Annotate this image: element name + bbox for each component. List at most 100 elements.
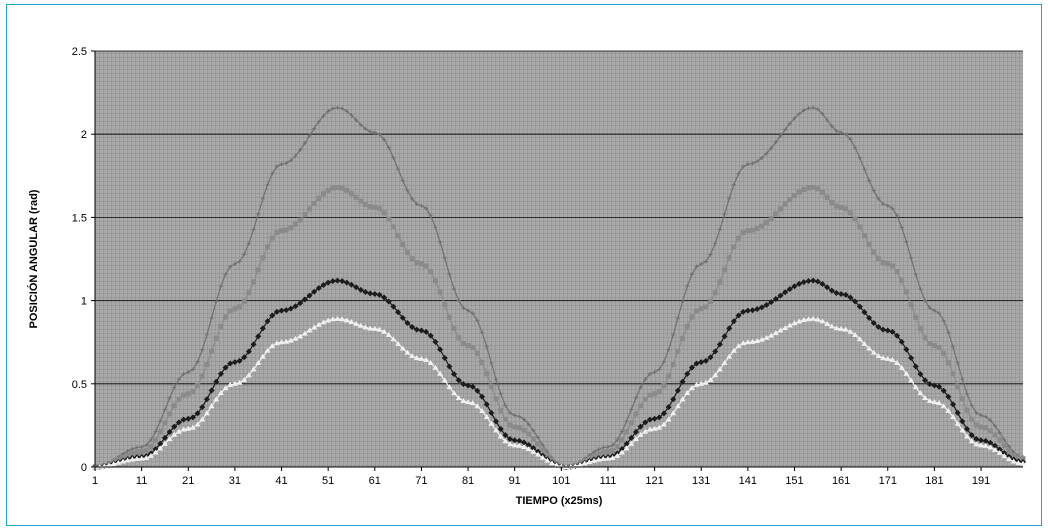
- square-marker: [502, 416, 508, 422]
- triangle-marker: [549, 460, 556, 466]
- triangle-marker: [497, 433, 504, 439]
- triangle-marker: [175, 428, 182, 434]
- diamond-marker: [381, 294, 388, 301]
- diamond-marker: [455, 377, 462, 384]
- diamond-marker: [451, 371, 458, 378]
- triangle-marker: [600, 455, 607, 461]
- triangle-marker: [325, 317, 332, 323]
- diamond-marker: [772, 295, 779, 302]
- diamond-marker: [702, 357, 709, 364]
- triangle-marker: [399, 345, 406, 351]
- plus-marker: [344, 109, 349, 114]
- square-marker: [171, 403, 177, 409]
- square-marker: [908, 302, 914, 308]
- plus-marker: [913, 272, 918, 277]
- square-marker: [694, 308, 700, 314]
- diamond-marker: [707, 354, 714, 361]
- triangle-marker: [754, 338, 761, 344]
- plus-marker: [531, 428, 536, 433]
- square-marker: [829, 199, 835, 205]
- diamond-marker: [325, 279, 332, 286]
- diamond-marker: [390, 303, 397, 310]
- diamond-marker: [175, 419, 182, 426]
- square-marker: [316, 195, 322, 201]
- plus-marker: [466, 308, 471, 313]
- square-marker: [390, 224, 396, 230]
- square-marker: [1015, 455, 1021, 461]
- square-marker: [293, 221, 299, 227]
- diamond-marker: [637, 423, 644, 430]
- x-tick-label: 141: [739, 475, 757, 487]
- square-marker: [223, 314, 229, 320]
- square-marker: [712, 290, 718, 296]
- diamond-marker: [227, 360, 234, 367]
- triangle-marker: [623, 445, 630, 451]
- triangle-marker: [590, 457, 597, 463]
- plus-marker: [288, 158, 293, 163]
- plus-marker: [806, 106, 811, 111]
- plus-marker: [260, 196, 265, 201]
- square-marker: [423, 263, 429, 269]
- square-marker: [819, 189, 825, 195]
- diamond-marker: [945, 393, 952, 400]
- diamond-marker: [730, 318, 737, 325]
- plus-marker: [736, 171, 741, 176]
- diamond-marker: [884, 327, 891, 334]
- diamond-marker: [973, 436, 980, 443]
- plus-marker: [1007, 444, 1012, 449]
- triangle-marker: [278, 339, 285, 345]
- diamond-marker: [437, 346, 444, 353]
- diamond-marker: [950, 401, 957, 408]
- square-marker: [880, 260, 886, 266]
- diamond-marker: [479, 393, 486, 400]
- plus-marker: [843, 132, 848, 137]
- plus-marker: [363, 126, 368, 131]
- triangle-marker: [535, 451, 542, 457]
- plus-marker: [974, 410, 979, 415]
- triangle-marker: [516, 442, 523, 448]
- diamond-marker: [320, 282, 327, 289]
- diamond-marker: [311, 288, 318, 295]
- triangle-marker: [884, 355, 891, 361]
- triangle-marker: [796, 318, 803, 324]
- triangle-marker: [301, 330, 308, 336]
- triangle-marker: [730, 347, 737, 353]
- triangle-marker: [777, 327, 784, 333]
- square-marker: [624, 429, 630, 435]
- triangle-marker: [493, 427, 500, 433]
- triangle-marker: [441, 377, 448, 383]
- diamond-marker: [348, 281, 355, 288]
- plus-marker: [825, 118, 830, 123]
- square-marker: [959, 396, 965, 402]
- triangle-marker: [936, 400, 943, 406]
- series-layer: [92, 105, 1026, 470]
- square-marker: [535, 441, 541, 447]
- plus-marker: [372, 130, 377, 135]
- y-tick-label: 0: [81, 462, 87, 474]
- x-tick-label: 51: [322, 475, 334, 487]
- chart-svg: 00.511.522.5 1 11 21 31 41 51 61 71 81 91 101 111 12…: [27, 46, 1026, 507]
- plus-marker: [391, 155, 396, 160]
- plus-marker: [745, 162, 750, 167]
- y-tick-label: 0.5: [72, 379, 87, 391]
- plus-marker: [899, 225, 904, 230]
- triangle-marker: [926, 398, 933, 404]
- plot-area: [95, 51, 1023, 467]
- diamond-marker: [968, 432, 975, 439]
- square-marker: [945, 359, 951, 365]
- x-tick-label: 91: [509, 475, 521, 487]
- diamond-marker: [301, 296, 308, 303]
- plus-marker: [694, 264, 699, 269]
- square-marker: [745, 228, 751, 234]
- diamond-marker: [423, 328, 430, 335]
- diamond-marker: [353, 284, 360, 291]
- triangle-marker: [161, 440, 168, 446]
- diamond-marker: [315, 285, 322, 292]
- triangle-marker: [315, 321, 322, 327]
- x-tick-label: 61: [369, 475, 381, 487]
- square-marker: [917, 326, 923, 332]
- square-marker: [885, 261, 891, 267]
- square-marker: [451, 326, 457, 332]
- plus-marker: [396, 167, 401, 172]
- plus-marker: [890, 206, 895, 211]
